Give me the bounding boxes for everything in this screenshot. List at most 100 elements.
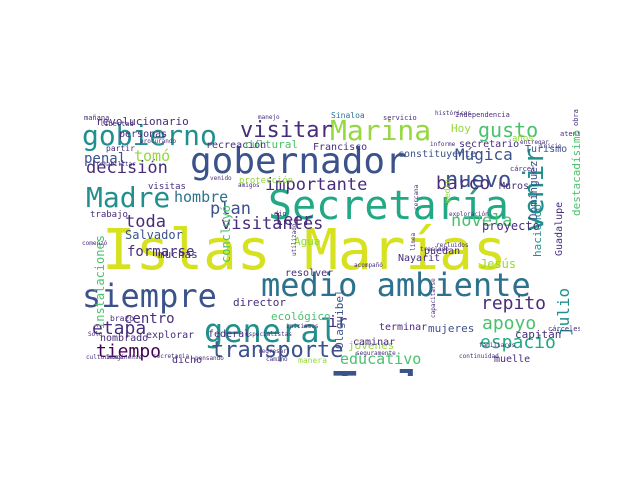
word-cloud-word: haciendo — [531, 204, 544, 257]
word-cloud-word: decisión — [86, 158, 168, 178]
word-cloud-word: Sinaloa — [331, 111, 365, 120]
word-cloud-word: cárceles — [548, 325, 580, 333]
word-cloud-word: manera — [298, 356, 327, 365]
word-cloud-word: federal — [208, 329, 251, 340]
word-cloud-word: Francisco — [313, 142, 368, 153]
word-cloud-word: Imagínense — [106, 354, 143, 361]
word-cloud-word: iniciamos — [286, 323, 319, 330]
word-cloud-word: dio — [274, 210, 287, 218]
word-cloud-word: visitantes — [221, 214, 324, 234]
word-cloud-word: toda — [125, 212, 166, 232]
word-cloud-word: tiempo — [96, 341, 162, 362]
word-cloud-word: entregar — [520, 139, 549, 146]
word-cloud-word: importante — [265, 175, 368, 195]
word-cloud-word: formarse — [127, 244, 195, 260]
word-cloud-word: tomó — [134, 147, 171, 165]
word-cloud-word: explorar — [146, 330, 195, 341]
word-cloud-word: destacadísimo — [570, 129, 580, 216]
word-cloud-word: capacitarse — [430, 278, 437, 318]
word-cloud-word: familiares — [479, 342, 516, 349]
word-cloud-word: Independencia — [455, 111, 510, 119]
word-cloud-word: muchas — [158, 248, 198, 261]
word-cloud-word: ir — [328, 312, 348, 331]
word-cloud-word: gobierno — [82, 119, 217, 152]
word-cloud-word: amigos — [238, 182, 260, 189]
word-cloud-word: director — [233, 296, 286, 309]
word-cloud-word: instalaciones — [93, 235, 107, 329]
word-cloud-word: etapa — [92, 318, 147, 339]
word-cloud-word: recreación — [206, 140, 267, 151]
word-cloud-word: jóvenes — [348, 339, 395, 352]
word-cloud-word: regresar — [258, 348, 287, 355]
word-cloud-word: personas — [119, 129, 168, 140]
word-cloud-word: línea — [410, 232, 417, 251]
word-cloud-word: Nayarit — [398, 253, 441, 264]
word-cloud-word: secretaria — [153, 353, 190, 360]
word-cloud-word: apoyo — [482, 313, 537, 334]
word-cloud-word: Secretaría — [268, 183, 509, 229]
word-cloud-word: caminar — [353, 337, 396, 348]
word-cloud-word: mañana — [84, 114, 110, 122]
word-cloud-word: transporte — [211, 338, 344, 363]
word-cloud-word: general — [204, 312, 339, 350]
word-cloud-word: cultural — [245, 138, 298, 151]
word-cloud-word: Múgica — [455, 145, 513, 164]
word-cloud-word: libertad — [100, 120, 134, 128]
word-cloud-word: camino — [266, 356, 288, 363]
word-cloud-word: venido — [210, 175, 232, 182]
word-cloud-word: medio ambiente — [261, 266, 531, 304]
word-cloud-word: gobernador — [190, 141, 407, 182]
word-cloud-word: capitán — [515, 328, 562, 341]
word-cloud-word: históricos — [435, 110, 472, 117]
word-cloud-word: comenzó — [82, 240, 108, 247]
word-cloud-word: Agua — [294, 235, 321, 248]
word-cloud-word: años — [512, 134, 534, 144]
word-cloud-word: terminar — [379, 322, 428, 333]
word-cloud-word: acompañó — [354, 262, 383, 269]
word-cloud-word: especialistas — [245, 331, 292, 338]
word-cloud-word: hombre — [174, 188, 229, 206]
word-cloud-word: informe — [430, 141, 456, 148]
word-cloud-word: cercana — [413, 184, 420, 210]
word-cloud-word: visitar — [240, 118, 333, 143]
word-cloud-word: gusto — [478, 118, 539, 142]
word-cloud-word: recluidos — [436, 242, 469, 249]
word-cloud-word: resolver — [285, 268, 334, 279]
word-cloud-word: proyecto — [482, 219, 540, 233]
word-cloud-word: puedan — [424, 246, 461, 257]
word-cloud-word: partir — [106, 144, 135, 153]
word-cloud-word: Marina — [330, 114, 432, 147]
word-cloud-word: visitas — [148, 182, 186, 192]
word-cloud-word: secretario — [459, 139, 520, 150]
word-cloud-word: pensando — [195, 355, 224, 362]
word-cloud-word: manejo — [258, 114, 280, 121]
word-cloud-word: ecológico — [271, 310, 331, 323]
word-cloud-word: muelle — [494, 354, 531, 365]
word-cloud-word: rehabilitar — [96, 161, 136, 168]
word-cloud-word: continuidad — [459, 353, 499, 360]
word-cloud-word: repito — [481, 293, 547, 314]
word-cloud-word: utilizado — [291, 223, 298, 256]
word-cloud-word: concluyó — [219, 205, 233, 263]
word-cloud-word: Solo — [88, 331, 103, 338]
word-cloud-word: plan — [210, 199, 251, 219]
word-cloud-word: educativo — [340, 350, 422, 368]
word-cloud-word: leer — [274, 210, 313, 229]
word-cloud-word: cárcel — [510, 165, 536, 173]
word-cloud-word: medio — [443, 178, 452, 203]
word-cloud-word: novela — [451, 211, 513, 231]
word-cloud-word: procurando — [140, 138, 177, 145]
word-cloud-word: penal — [84, 151, 127, 167]
word-cloud-word: Guadalupe — [554, 201, 565, 256]
word-cloud-word: barco — [436, 173, 491, 194]
word-cloud-word: Turismo — [525, 144, 568, 155]
word-cloud-word: Salvador — [125, 228, 183, 242]
word-cloud-word: dicho — [172, 355, 203, 366]
word-cloud-word: exploración — [449, 211, 489, 218]
word-cloud-word: Isla — [328, 366, 463, 377]
word-cloud-word: Madre — [86, 181, 171, 214]
word-cloud-word: culturales — [86, 354, 123, 361]
word-cloud-word: centro — [124, 311, 175, 327]
word-cloud-word: protección — [239, 176, 294, 186]
